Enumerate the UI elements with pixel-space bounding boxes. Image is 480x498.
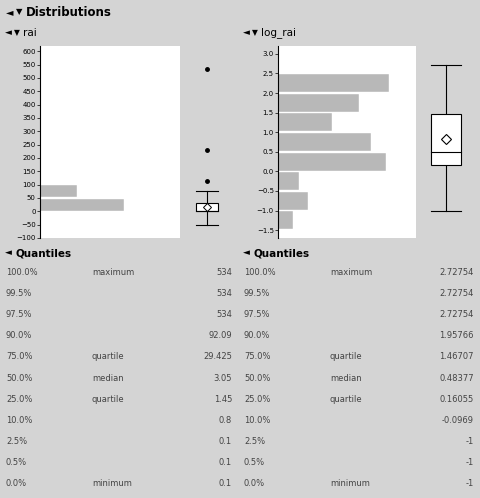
Text: maximum: maximum — [330, 268, 372, 277]
Text: 0.1: 0.1 — [219, 458, 232, 467]
Text: Distributions: Distributions — [26, 5, 112, 18]
Text: 0.5%: 0.5% — [244, 458, 265, 467]
Text: 3.05: 3.05 — [214, 374, 232, 382]
Bar — [278, 172, 299, 190]
Text: 90.0%: 90.0% — [244, 331, 270, 340]
Text: 29.425: 29.425 — [203, 353, 232, 362]
Text: 534: 534 — [216, 289, 232, 298]
Text: 99.5%: 99.5% — [6, 289, 32, 298]
Text: -0.0969: -0.0969 — [442, 416, 474, 425]
Text: 0.48377: 0.48377 — [439, 374, 474, 382]
Text: ◄: ◄ — [243, 28, 250, 37]
Bar — [278, 114, 332, 131]
Text: -1: -1 — [466, 479, 474, 488]
Text: 2.72754: 2.72754 — [440, 289, 474, 298]
Text: 0.0%: 0.0% — [244, 479, 265, 488]
Text: 25.0%: 25.0% — [6, 394, 32, 403]
Text: ◄: ◄ — [6, 7, 13, 17]
Text: 1.46707: 1.46707 — [440, 353, 474, 362]
Text: 534: 534 — [216, 268, 232, 277]
Text: quartile: quartile — [330, 353, 362, 362]
Bar — [278, 152, 386, 171]
Bar — [278, 192, 308, 210]
Text: 99.5%: 99.5% — [244, 289, 270, 298]
Text: minimum: minimum — [92, 479, 132, 488]
Text: ▼: ▼ — [14, 28, 20, 37]
Text: 0.1: 0.1 — [219, 479, 232, 488]
Text: maximum: maximum — [92, 268, 134, 277]
Text: ▼: ▼ — [16, 7, 23, 16]
Text: ◄: ◄ — [5, 28, 12, 37]
Text: 75.0%: 75.0% — [6, 353, 33, 362]
Bar — [278, 133, 371, 151]
Text: quartile: quartile — [330, 394, 362, 403]
Text: log_rai: log_rai — [261, 27, 296, 38]
Text: ▼: ▼ — [252, 28, 258, 37]
Bar — [40, 199, 124, 211]
Text: median: median — [330, 374, 361, 382]
Text: 10.0%: 10.0% — [6, 416, 32, 425]
Text: 0.8: 0.8 — [219, 416, 232, 425]
Text: 100.0%: 100.0% — [244, 268, 276, 277]
Text: Quantiles: Quantiles — [254, 248, 310, 258]
Bar — [431, 114, 461, 165]
Text: 1.45: 1.45 — [214, 394, 232, 403]
Text: ◄: ◄ — [5, 249, 12, 257]
Text: 25.0%: 25.0% — [244, 394, 270, 403]
Text: 92.09: 92.09 — [208, 331, 232, 340]
Bar — [278, 74, 389, 92]
Text: -1: -1 — [466, 458, 474, 467]
Text: 97.5%: 97.5% — [244, 310, 271, 319]
Text: 1.95766: 1.95766 — [440, 331, 474, 340]
Text: 97.5%: 97.5% — [6, 310, 33, 319]
Text: rai: rai — [23, 28, 37, 38]
Text: quartile: quartile — [92, 394, 125, 403]
Bar — [278, 211, 293, 230]
Text: 100.0%: 100.0% — [6, 268, 37, 277]
Text: 0.5%: 0.5% — [6, 458, 27, 467]
Text: 2.5%: 2.5% — [6, 437, 27, 446]
Text: 10.0%: 10.0% — [244, 416, 270, 425]
Bar — [196, 204, 218, 211]
Text: median: median — [92, 374, 124, 382]
Text: 0.0%: 0.0% — [6, 479, 27, 488]
Text: 90.0%: 90.0% — [6, 331, 32, 340]
Text: 2.5%: 2.5% — [244, 437, 265, 446]
Text: 50.0%: 50.0% — [6, 374, 32, 382]
Text: 2.72754: 2.72754 — [440, 268, 474, 277]
Text: 0.1: 0.1 — [219, 437, 232, 446]
Text: quartile: quartile — [92, 353, 125, 362]
Text: 75.0%: 75.0% — [244, 353, 271, 362]
Text: 50.0%: 50.0% — [244, 374, 270, 382]
Text: 2.72754: 2.72754 — [440, 310, 474, 319]
Bar — [40, 185, 77, 198]
Text: 0.16055: 0.16055 — [440, 394, 474, 403]
Text: 534: 534 — [216, 310, 232, 319]
Text: minimum: minimum — [330, 479, 370, 488]
Bar — [278, 94, 359, 112]
Text: -1: -1 — [466, 437, 474, 446]
Text: Quantiles: Quantiles — [16, 248, 72, 258]
Text: ◄: ◄ — [243, 249, 250, 257]
